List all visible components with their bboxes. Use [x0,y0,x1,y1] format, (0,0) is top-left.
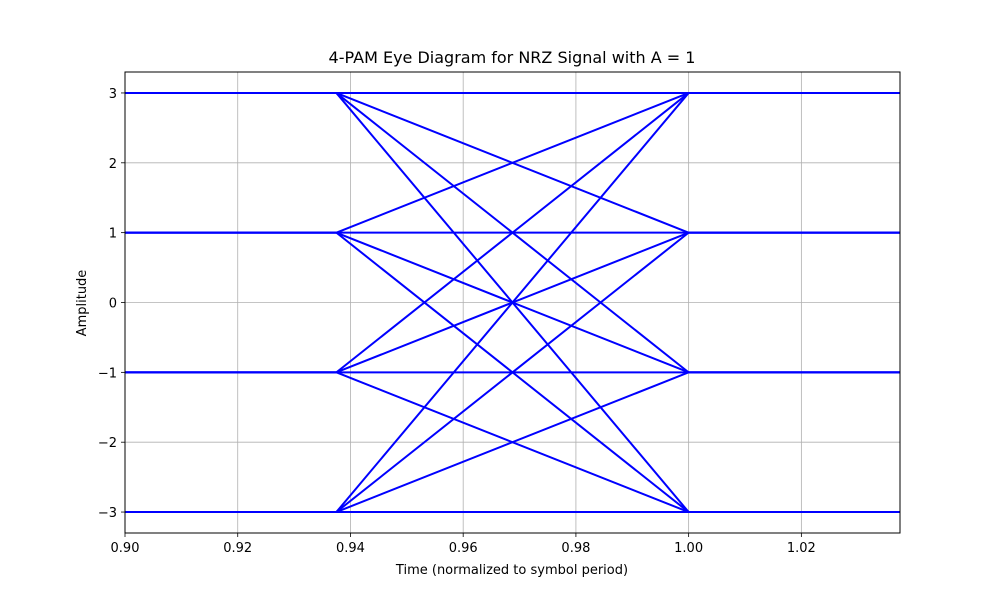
x-tick-label: 0.96 [449,541,478,556]
y-tick-label: −3 [98,506,117,521]
x-axis-label: Time (normalized to symbol period) [395,563,628,578]
y-tick-label: 1 [109,227,117,242]
y-tick-label: 2 [109,157,117,172]
x-tick-label: 1.02 [787,541,816,556]
y-tick-label: 3 [109,87,117,102]
tick-layer: 0.90 0.92 0.94 0.96 0.98 1.00 1.02 3 2 1 0 −1 −2 −3 [98,87,816,556]
x-tick-label: 0.90 [111,541,140,556]
y-tick-label: −2 [98,436,117,451]
trace-layer [125,91,900,514]
y-tick-label: 0 [109,297,117,312]
chart-title: 4-PAM Eye Diagram for NRZ Signal with A … [329,48,696,67]
y-axis-label: Amplitude [75,270,90,337]
x-tick-label: 0.98 [561,541,590,556]
x-tick-label: 1.00 [674,541,703,556]
x-tick-label: 0.92 [223,541,252,556]
x-tick-label: 0.94 [336,541,365,556]
y-tick-label: −1 [98,366,117,381]
